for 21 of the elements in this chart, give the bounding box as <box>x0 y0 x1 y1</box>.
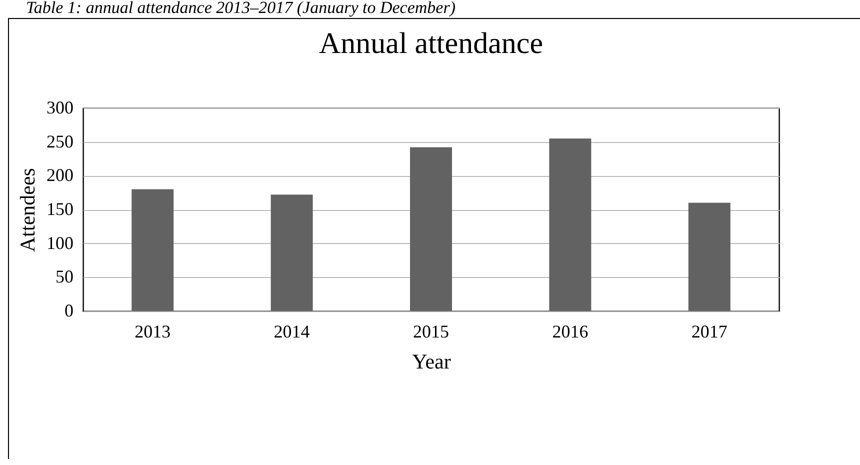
x-tick-label: 2016 <box>552 322 588 342</box>
y-tick-label: 150 <box>46 199 74 219</box>
x-tick-label: 2014 <box>274 322 310 342</box>
y-tick-label: 250 <box>46 131 74 152</box>
chart-title: Annual attendance <box>318 27 544 60</box>
bar <box>410 147 452 311</box>
y-tick-label: 100 <box>46 232 74 253</box>
bar <box>270 194 313 311</box>
bar <box>132 189 174 311</box>
x-tick-label: 2017 <box>691 322 728 342</box>
y-tick-label: 200 <box>46 165 74 186</box>
bar <box>549 138 592 311</box>
bar <box>688 202 730 311</box>
y-tick-label: 0 <box>64 300 74 320</box>
caption: Table 1: annual attendance 2013–2017 (January to December) <box>26 0 456 18</box>
y-tick-label: 300 <box>46 98 74 118</box>
x-axis-title: Year <box>412 350 451 374</box>
x-tick-label: 2013 <box>134 322 171 342</box>
y-axis-title: Attendees <box>16 168 40 252</box>
x-tick-label: 2015 <box>413 322 449 342</box>
y-tick-label: 50 <box>56 266 74 287</box>
